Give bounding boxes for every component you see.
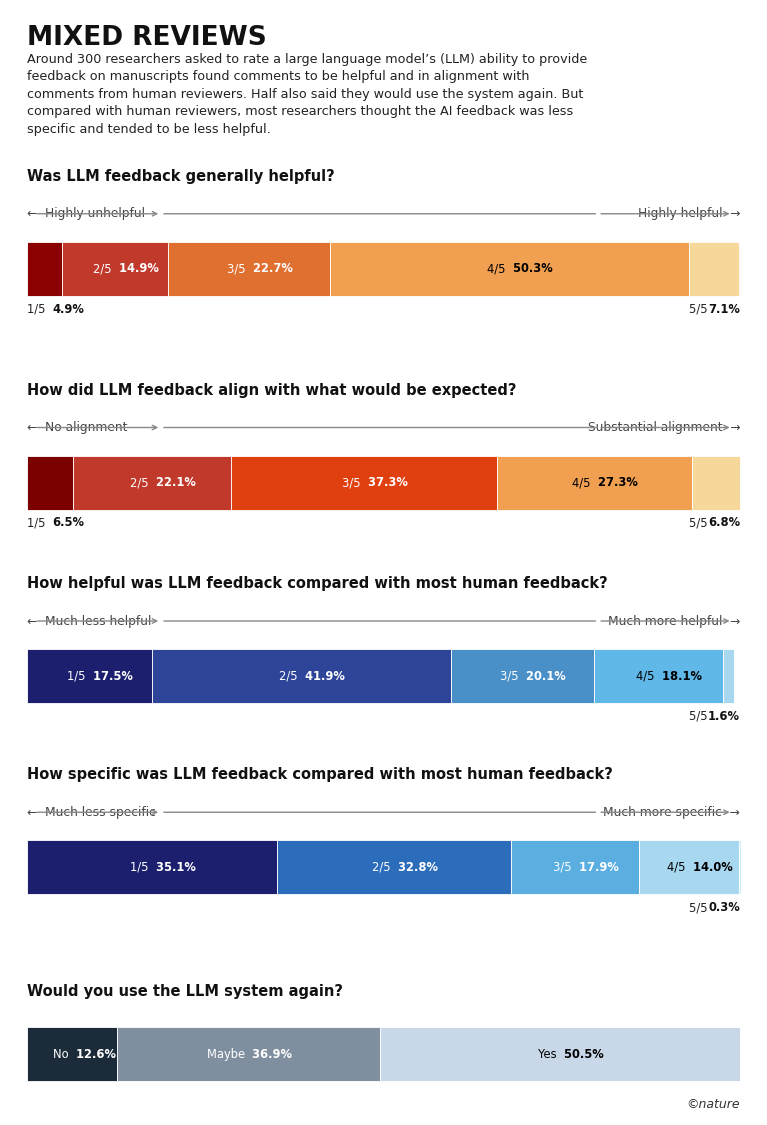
Text: 22.7%: 22.7% bbox=[249, 262, 293, 276]
Bar bbox=[62, 242, 168, 296]
Text: 27.3%: 27.3% bbox=[594, 476, 638, 489]
Bar bbox=[73, 456, 231, 510]
Text: 1/5: 1/5 bbox=[27, 516, 49, 530]
Text: Yes: Yes bbox=[538, 1047, 560, 1061]
Text: 4/5: 4/5 bbox=[637, 669, 659, 683]
Text: 5/5: 5/5 bbox=[689, 710, 715, 723]
Text: 12.6%: 12.6% bbox=[72, 1047, 116, 1061]
Text: 6.5%: 6.5% bbox=[52, 516, 84, 530]
Text: Maybe: Maybe bbox=[206, 1047, 249, 1061]
Text: 36.9%: 36.9% bbox=[249, 1047, 292, 1061]
Text: No: No bbox=[52, 1047, 72, 1061]
Text: 1/5: 1/5 bbox=[130, 861, 152, 874]
Bar bbox=[27, 1027, 117, 1081]
Text: 2/5: 2/5 bbox=[279, 669, 301, 683]
Bar bbox=[27, 242, 62, 296]
Text: 3/5: 3/5 bbox=[553, 861, 575, 874]
Text: 22.1%: 22.1% bbox=[152, 476, 196, 489]
Bar bbox=[277, 840, 511, 894]
Text: 37.3%: 37.3% bbox=[364, 476, 408, 489]
Text: 1/5: 1/5 bbox=[27, 303, 49, 316]
Text: 17.5%: 17.5% bbox=[89, 669, 133, 683]
Text: 6.8%: 6.8% bbox=[708, 516, 740, 530]
Bar bbox=[152, 649, 450, 703]
Text: 4.9%: 4.9% bbox=[52, 303, 84, 316]
Text: Was LLM feedback generally helpful?: Was LLM feedback generally helpful? bbox=[27, 169, 334, 183]
Text: Much more specific  →: Much more specific → bbox=[604, 806, 740, 819]
Text: 2/5: 2/5 bbox=[372, 861, 394, 874]
Text: ←  Much less specific: ← Much less specific bbox=[27, 806, 156, 819]
Bar bbox=[594, 649, 723, 703]
Text: 32.8%: 32.8% bbox=[394, 861, 438, 874]
Text: 2/5: 2/5 bbox=[93, 262, 115, 276]
Text: How did LLM feedback align with what would be expected?: How did LLM feedback align with what wou… bbox=[27, 382, 516, 397]
Text: 0.3%: 0.3% bbox=[709, 901, 740, 915]
Text: 50.5%: 50.5% bbox=[560, 1047, 604, 1061]
Bar bbox=[231, 456, 497, 510]
Text: 50.3%: 50.3% bbox=[509, 262, 553, 276]
Text: 4/5: 4/5 bbox=[572, 476, 594, 489]
Text: MIXED REVIEWS: MIXED REVIEWS bbox=[27, 25, 267, 51]
Bar bbox=[689, 242, 739, 296]
Text: 2/5: 2/5 bbox=[130, 476, 152, 489]
Text: ©nature: ©nature bbox=[686, 1098, 740, 1112]
Text: Around 300 researchers asked to rate a large language model’s (LLM) ability to p: Around 300 researchers asked to rate a l… bbox=[27, 53, 587, 136]
Text: How specific was LLM feedback compared with most human feedback?: How specific was LLM feedback compared w… bbox=[27, 767, 613, 782]
Text: ←  Much less helpful: ← Much less helpful bbox=[27, 614, 151, 628]
Bar bbox=[380, 1027, 740, 1081]
Bar bbox=[27, 649, 152, 703]
Text: Substantial alignment  →: Substantial alignment → bbox=[588, 421, 740, 434]
Bar bbox=[723, 649, 735, 703]
Text: 3/5: 3/5 bbox=[500, 669, 522, 683]
Text: Much more helpful  →: Much more helpful → bbox=[607, 614, 740, 628]
Bar bbox=[27, 456, 73, 510]
Text: 5/5: 5/5 bbox=[689, 516, 715, 530]
Text: Would you use the LLM system again?: Would you use the LLM system again? bbox=[27, 984, 343, 999]
Text: 1/5: 1/5 bbox=[67, 669, 89, 683]
Text: 41.9%: 41.9% bbox=[301, 669, 345, 683]
Text: 14.9%: 14.9% bbox=[115, 262, 159, 276]
Text: ←  Highly unhelpful: ← Highly unhelpful bbox=[27, 207, 145, 220]
Text: 1.6%: 1.6% bbox=[708, 710, 740, 723]
Text: 3/5: 3/5 bbox=[227, 262, 249, 276]
Text: ←  No alignment: ← No alignment bbox=[27, 421, 127, 434]
Bar bbox=[168, 242, 330, 296]
Text: 3/5: 3/5 bbox=[341, 476, 364, 489]
Bar bbox=[739, 840, 741, 894]
Text: 5/5: 5/5 bbox=[689, 303, 715, 316]
Text: 18.1%: 18.1% bbox=[659, 669, 703, 683]
Text: 4/5: 4/5 bbox=[667, 861, 689, 874]
Text: 7.1%: 7.1% bbox=[708, 303, 740, 316]
Text: 35.1%: 35.1% bbox=[152, 861, 196, 874]
Text: 4/5: 4/5 bbox=[487, 262, 509, 276]
Text: 20.1%: 20.1% bbox=[522, 669, 566, 683]
Text: 14.0%: 14.0% bbox=[689, 861, 732, 874]
Bar bbox=[27, 840, 277, 894]
Text: Highly helpful  →: Highly helpful → bbox=[637, 207, 740, 220]
Bar bbox=[330, 242, 689, 296]
Bar bbox=[497, 456, 692, 510]
Bar bbox=[117, 1027, 380, 1081]
Bar bbox=[511, 840, 639, 894]
Bar bbox=[450, 649, 594, 703]
Text: How helpful was LLM feedback compared with most human feedback?: How helpful was LLM feedback compared wi… bbox=[27, 576, 607, 591]
Text: 17.9%: 17.9% bbox=[575, 861, 619, 874]
Bar bbox=[639, 840, 739, 894]
Bar bbox=[692, 456, 740, 510]
Text: 5/5: 5/5 bbox=[689, 901, 715, 915]
